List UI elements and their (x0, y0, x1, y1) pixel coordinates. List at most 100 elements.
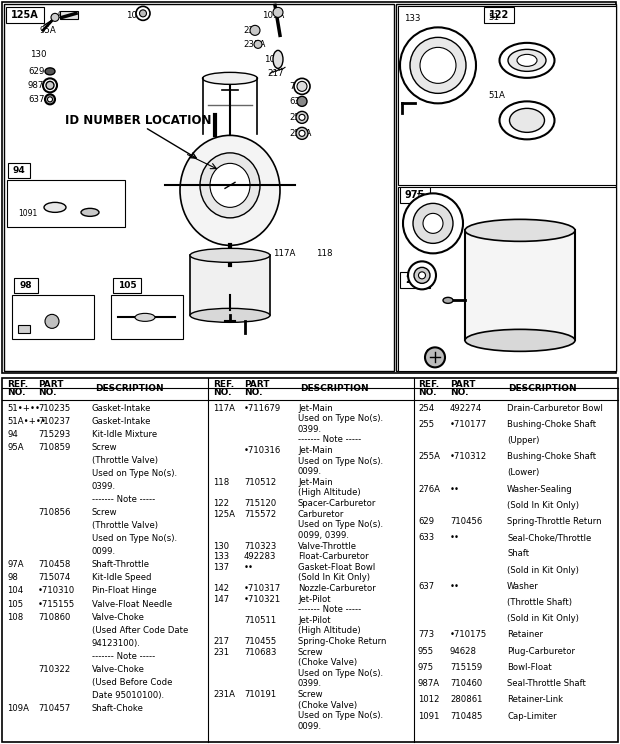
Circle shape (45, 94, 55, 104)
Bar (396, 4, 616, 371)
Text: ••: •• (450, 582, 460, 591)
Text: (High Altitude): (High Altitude) (298, 489, 361, 498)
Text: 280861: 280861 (450, 696, 482, 705)
Text: (High Altitude): (High Altitude) (298, 626, 361, 635)
Circle shape (294, 78, 310, 94)
Text: Used on Type No(s).: Used on Type No(s). (298, 520, 383, 529)
Text: REF.: REF. (7, 380, 28, 389)
Text: •710175: •710175 (450, 630, 487, 640)
Text: 710237: 710237 (38, 417, 70, 426)
Text: 125A: 125A (11, 10, 39, 20)
Text: Jet-Main: Jet-Main (298, 478, 332, 487)
Circle shape (48, 97, 53, 102)
Text: 633: 633 (418, 533, 434, 542)
Text: 130: 130 (213, 542, 229, 551)
Text: 492274: 492274 (450, 404, 482, 413)
Ellipse shape (465, 330, 575, 351)
Bar (8, 164, 30, 179)
Text: 231A: 231A (213, 690, 235, 699)
Text: 95A: 95A (40, 26, 57, 35)
Text: 94123100).: 94123100). (92, 639, 141, 648)
Ellipse shape (508, 49, 546, 71)
Bar (6, 7, 44, 23)
Circle shape (420, 48, 456, 83)
Text: 231: 231 (243, 26, 260, 35)
Text: 104: 104 (404, 81, 420, 90)
Text: 715572: 715572 (244, 510, 277, 519)
Text: (Sold in Kit Only): (Sold in Kit Only) (507, 565, 579, 574)
Circle shape (254, 40, 262, 48)
Bar (14, 278, 38, 293)
Text: 975: 975 (405, 190, 425, 200)
Text: Kit-Idle Mixture: Kit-Idle Mixture (92, 430, 157, 439)
Text: NO.: NO. (244, 388, 262, 397)
Circle shape (418, 272, 425, 279)
Text: Retainer: Retainer (507, 630, 543, 640)
Text: •710316: •710316 (244, 446, 281, 455)
Text: Used on Type No(s).: Used on Type No(s). (298, 457, 383, 466)
Text: Plug-Carburetor: Plug-Carburetor (507, 647, 575, 655)
Text: Date 95010100).: Date 95010100). (92, 691, 164, 700)
Text: (Choke Valve): (Choke Valve) (298, 701, 357, 710)
Text: Spacer-Carburetor: Spacer-Carburetor (298, 499, 376, 508)
Text: 109A: 109A (262, 11, 284, 20)
Bar (400, 187, 430, 203)
Text: Used on Type No(s).: Used on Type No(s). (298, 414, 383, 423)
Text: 710322: 710322 (38, 665, 70, 674)
Bar (398, 187, 616, 371)
Text: 773: 773 (418, 630, 434, 640)
Bar (18, 325, 30, 333)
Text: 0099.: 0099. (298, 467, 322, 476)
Text: 276A: 276A (418, 484, 440, 494)
Circle shape (46, 81, 54, 89)
Text: 1091: 1091 (18, 209, 37, 218)
Text: (Upper): (Upper) (507, 436, 539, 445)
Text: •710317: •710317 (244, 584, 281, 593)
Text: 97A: 97A (58, 11, 75, 20)
Text: Shaft-Choke: Shaft-Choke (92, 704, 144, 713)
Text: 105: 105 (118, 281, 136, 290)
Text: 109A: 109A (7, 704, 29, 713)
Text: REF.: REF. (418, 380, 439, 389)
Text: •710310: •710310 (38, 586, 75, 595)
Text: ••: •• (450, 533, 460, 542)
Text: NO.: NO. (450, 388, 469, 397)
Circle shape (297, 81, 307, 92)
Text: Retainer-Link: Retainer-Link (507, 696, 563, 705)
Text: 255A: 255A (418, 452, 440, 461)
Text: Carburetor: Carburetor (298, 510, 344, 519)
Ellipse shape (190, 308, 270, 322)
Bar (60, 11, 78, 19)
Text: 255A: 255A (289, 129, 311, 138)
Bar (398, 7, 616, 185)
Text: (Sold In Kit Only): (Sold In Kit Only) (507, 501, 579, 510)
Text: 118: 118 (213, 478, 229, 487)
Text: Used on Type No(s).: Used on Type No(s). (298, 711, 383, 720)
Circle shape (136, 7, 150, 20)
Text: ••: •• (450, 484, 460, 494)
Ellipse shape (500, 101, 554, 139)
Ellipse shape (203, 72, 257, 84)
Text: ------- Note -----: ------- Note ----- (298, 435, 361, 444)
Text: •711679: •711679 (244, 404, 281, 413)
Text: 137: 137 (213, 562, 229, 571)
Text: 276A: 276A (413, 267, 435, 276)
Text: Seal-Choke/Throttle: Seal-Choke/Throttle (507, 533, 591, 542)
Text: 710191: 710191 (244, 690, 277, 699)
Circle shape (297, 97, 307, 106)
Text: Float-Carburetor: Float-Carburetor (298, 552, 369, 561)
Text: 94628: 94628 (450, 647, 477, 655)
Text: 125A: 125A (213, 510, 235, 519)
Text: 710458: 710458 (38, 560, 71, 569)
Text: 122: 122 (213, 499, 229, 508)
Bar (465, 231, 575, 340)
Text: ------- Note -----: ------- Note ----- (298, 605, 361, 614)
Text: 122: 122 (489, 10, 509, 20)
Text: 98: 98 (7, 574, 18, 583)
Circle shape (51, 13, 59, 22)
Circle shape (408, 261, 436, 289)
Text: 142: 142 (228, 305, 244, 314)
Text: 492283: 492283 (244, 552, 277, 561)
Circle shape (299, 130, 305, 136)
Text: 94: 94 (7, 430, 18, 439)
